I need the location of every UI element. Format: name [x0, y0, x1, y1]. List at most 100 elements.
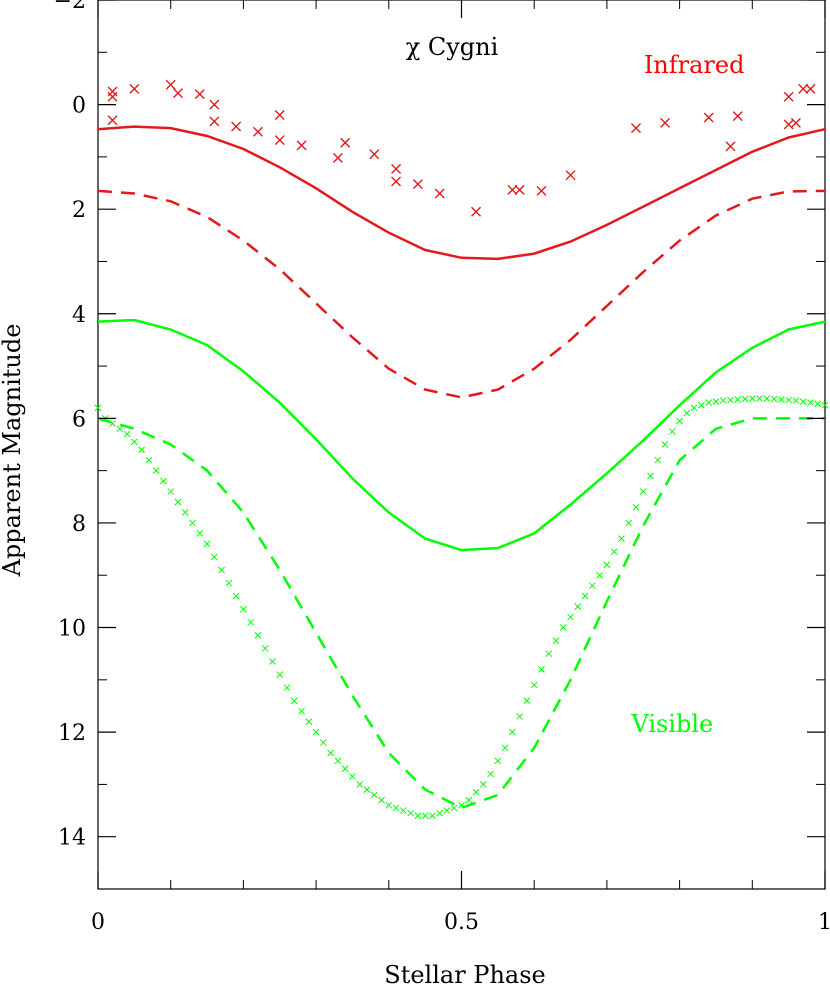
data-point — [783, 91, 794, 102]
data-point — [630, 123, 641, 134]
data-point — [471, 206, 482, 217]
data-point — [152, 467, 160, 475]
data-point — [203, 540, 211, 548]
data-point — [712, 398, 720, 405]
data-point — [530, 681, 538, 689]
data-point — [545, 650, 553, 658]
data-point — [785, 396, 793, 404]
data-point — [574, 603, 582, 610]
data-point — [172, 88, 183, 99]
data-point — [799, 398, 807, 405]
data-point — [290, 697, 298, 705]
chart-title: χ Cygni — [406, 33, 499, 61]
data-point — [625, 519, 633, 527]
y-tick-label: 12 — [58, 721, 86, 746]
plot-border — [97, 0, 826, 890]
data-point — [589, 582, 596, 590]
data-point — [798, 83, 809, 94]
y-tick-label: 14 — [58, 826, 86, 851]
data-point — [814, 400, 822, 408]
data-point — [269, 658, 276, 665]
data-point — [654, 456, 662, 464]
y-tick-label: −2 — [54, 0, 86, 14]
data-point — [516, 713, 524, 720]
series-line-2 — [97, 318, 826, 552]
annotation-infrared: Infrared — [644, 51, 745, 79]
data-point — [429, 812, 436, 820]
data-point — [668, 428, 676, 435]
data-point — [770, 395, 778, 403]
data-point — [536, 185, 547, 196]
data-point — [167, 488, 175, 495]
series-layer — [94, 79, 829, 820]
data-point — [218, 566, 225, 574]
data-point — [145, 456, 153, 464]
data-point — [559, 624, 567, 631]
data-point — [283, 684, 291, 692]
y-tick-label: 6 — [72, 407, 86, 432]
data-point — [603, 561, 611, 569]
data-point — [276, 671, 284, 678]
y-tick-label: 4 — [72, 303, 86, 328]
data-point — [254, 632, 262, 639]
data-point — [676, 417, 683, 425]
data-point — [196, 530, 204, 537]
data-point — [399, 807, 407, 814]
data-point — [385, 801, 393, 809]
plot-frame — [97, 0, 826, 890]
data-point — [434, 188, 445, 199]
data-point — [565, 170, 576, 181]
data-point — [305, 718, 313, 726]
data-point — [94, 404, 102, 412]
data-point — [596, 571, 603, 579]
data-point — [732, 111, 743, 122]
data-point — [443, 807, 451, 814]
data-point — [349, 773, 356, 780]
data-point — [507, 184, 518, 195]
data-point — [210, 553, 218, 561]
data-point — [130, 438, 138, 446]
data-point — [252, 126, 263, 137]
data-point — [109, 420, 116, 427]
data-point — [778, 396, 785, 403]
data-point — [194, 89, 205, 100]
data-point — [479, 781, 487, 788]
data-point — [209, 116, 220, 127]
data-point — [727, 396, 734, 404]
data-point — [174, 498, 182, 506]
data-point — [683, 409, 691, 417]
data-point — [225, 579, 233, 587]
data-point — [107, 91, 118, 102]
data-point — [647, 472, 654, 480]
data-point — [748, 395, 756, 402]
data-point — [123, 430, 131, 438]
data-point — [296, 140, 307, 151]
x-tick-label: 0.5 — [444, 910, 479, 935]
data-point — [632, 503, 640, 511]
data-point — [487, 770, 494, 778]
data-point — [741, 395, 749, 403]
data-point — [790, 117, 801, 128]
data-point — [138, 446, 145, 454]
y-tick-label: 10 — [58, 617, 86, 642]
data-point — [370, 791, 378, 799]
data-point — [567, 613, 574, 621]
y-tick-label: 2 — [72, 198, 86, 223]
data-point — [705, 399, 713, 407]
x-tick-label: 1 — [818, 910, 830, 935]
series-line-1 — [97, 189, 826, 399]
data-point — [436, 809, 444, 817]
data-point — [552, 637, 560, 644]
data-point — [698, 401, 705, 409]
data-point — [107, 115, 118, 126]
data-point — [639, 488, 647, 495]
data-point — [610, 548, 618, 556]
y-tick-label: 8 — [72, 512, 86, 537]
data-point — [719, 397, 727, 404]
data-point — [450, 804, 458, 812]
data-point — [232, 592, 240, 600]
data-point — [514, 184, 525, 195]
data-point — [332, 152, 343, 163]
data-point — [369, 149, 380, 160]
